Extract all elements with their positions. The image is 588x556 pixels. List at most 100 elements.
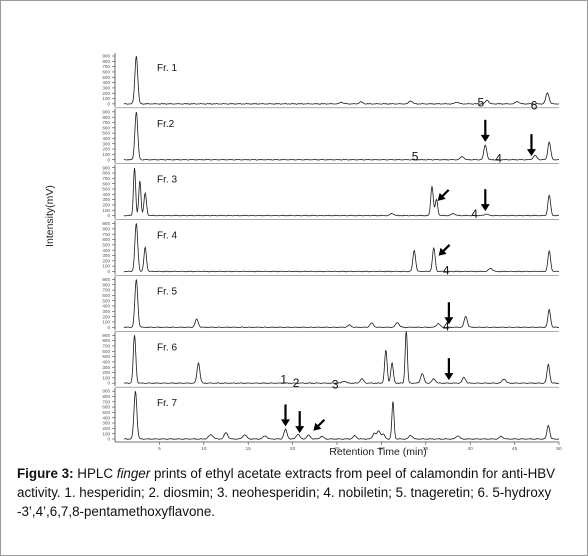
peak-number-label: 5 [412,150,419,164]
y-tick-label: 0 [107,213,110,218]
fraction-label: Fr. 4 [157,231,177,242]
caption-text-1: HPLC [73,466,117,481]
y-tick-label: 900 [102,165,110,170]
y-tick-label: 100 [102,320,110,325]
caption-text-2: prints of ethyl acetate extracts from pe… [17,466,556,519]
y-tick-label: 300 [102,86,110,91]
peak-number-label: 6 [531,98,538,112]
y-tick-label: 200 [102,91,110,96]
fraction-label: Fr.2 [157,119,175,130]
y-tick-label: 800 [102,115,110,120]
y-tick-label: 600 [102,349,110,354]
y-tick-label: 600 [102,293,110,298]
y-tick-label: 300 [102,141,110,146]
y-tick-label: 700 [102,232,110,237]
x-tick-label: 5 [158,446,161,452]
fraction-label: Fr. 6 [157,342,177,353]
chromatogram-trace [123,391,560,440]
y-tick-label: 800 [102,226,110,231]
chromatogram-trace [123,167,560,217]
y-tick-label: 300 [102,365,110,370]
y-tick-label: 800 [102,394,110,399]
y-tick-label: 900 [102,54,110,59]
y-tick-label: 200 [102,314,110,319]
y-tick-label: 200 [102,258,110,263]
y-tick-label: 200 [102,203,110,208]
y-tick-label: 0 [107,157,110,162]
chromatogram-trace [123,279,560,329]
y-tick-label: 0 [107,325,110,330]
arrow-head [444,373,454,381]
y-tick-label: 0 [107,101,110,106]
peak-annotation: 5 [478,95,490,142]
figure-caption: Figure 3: HPLC finger prints of ethyl ac… [17,464,577,521]
y-tick-label: 300 [102,421,110,426]
peak-number-label: 5 [478,95,485,109]
caption-label: Figure 3: [17,466,74,481]
x-tick-label: 45 [512,446,518,452]
y-tick-label: 700 [102,64,110,69]
peak-annotation: 4 [443,319,454,381]
arrow-head [526,149,536,157]
peak-number-label: 4 [443,319,450,333]
y-tick-label: 600 [102,125,110,130]
x-tick-label: 20 [290,446,296,452]
y-tick-label: 900 [102,333,110,338]
y-tick-label: 900 [102,221,110,226]
y-tick-label: 500 [102,354,110,359]
y-tick-label: 500 [102,298,110,303]
y-tick-label: 500 [102,131,110,136]
y-tick-label: 600 [102,181,110,186]
y-tick-label: 400 [102,136,110,141]
arrow-head [480,204,490,212]
y-tick-label: 400 [102,192,110,197]
annotations-layer: 5 6 5 4 4 4 4 1 2 3 [280,95,538,434]
y-tick-label: 400 [102,359,110,364]
y-tick-label: 800 [102,282,110,287]
arrow-head [438,247,447,256]
chromatogram-trace [123,223,559,273]
x-tick-label: 25 [334,446,340,452]
x-tick-label: 40 [468,446,474,452]
y-tick-label: 100 [102,208,110,213]
y-tick-label: 900 [102,277,110,282]
y-tick-label: 0 [107,269,110,274]
y-tick-label: 500 [102,410,110,415]
y-tick-label: 100 [102,152,110,157]
y-tick-label: 400 [102,248,110,253]
peak-annotation: 2 [293,376,305,434]
peak-annotation: 4 [443,263,454,325]
fraction-label: Fr. 5 [157,286,177,297]
y-tick-label: 800 [102,59,110,64]
y-tick-label: 300 [102,309,110,314]
y-tick-label: 100 [102,96,110,101]
chromatogram-trace [123,56,560,105]
arrow-head [280,419,290,427]
y-tick-label: 500 [102,75,110,80]
chromatogram-trace [123,112,559,161]
peak-number-label: 4 [443,263,450,277]
y-tick-label: 0 [107,381,110,386]
y-tick-label: 300 [102,253,110,258]
peak-number-label: 2 [293,376,300,390]
peak-annotation: 1 [280,373,290,427]
y-tick-label: 700 [102,344,110,349]
y-tick-label: 700 [102,399,110,404]
y-tick-label: 900 [102,109,110,114]
y-tick-label: 100 [102,264,110,269]
x-tick-label: 50 [556,446,562,452]
y-tick-label: 200 [102,426,110,431]
arrow-head [437,192,446,201]
arrow-head [313,422,322,431]
y-tick-label: 800 [102,171,110,176]
y-tick-label: 100 [102,431,110,436]
fraction-label: Fr. 7 [157,398,177,409]
chromatogram-trace [123,331,559,384]
fraction-label: Fr. 3 [157,175,177,186]
